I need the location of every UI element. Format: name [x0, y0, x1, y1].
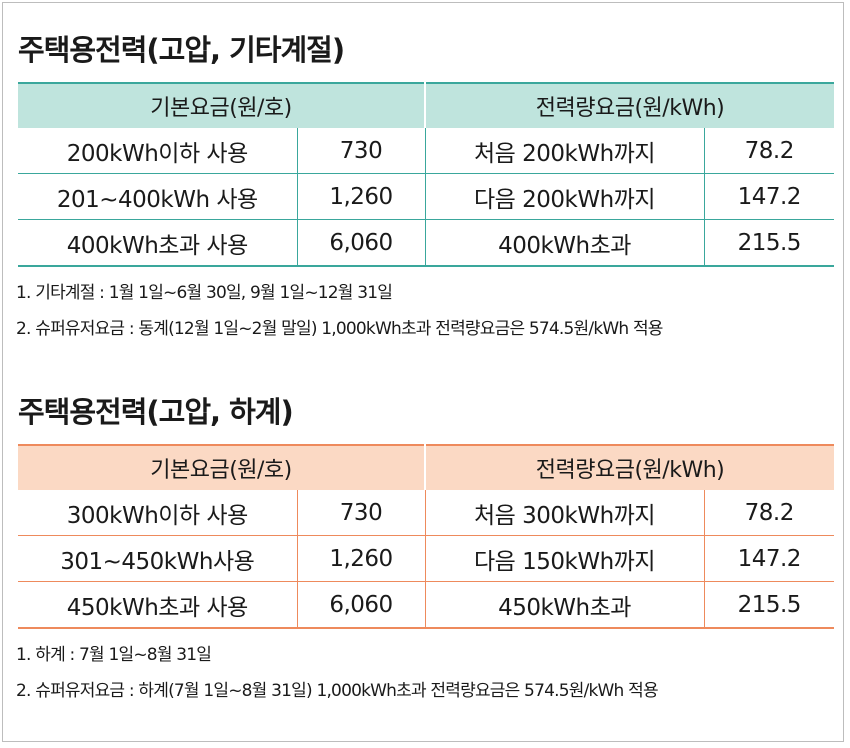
basic-value: 1,260 [296, 535, 425, 582]
header-basic-charge: 기본요금(원/호) [18, 445, 425, 490]
table-row: 450kWh초과 사용 6,060 450kWh초과 215.5 [18, 581, 834, 628]
energy-value: 78.2 [703, 490, 834, 536]
table-row: 301~450kWh사용 1,260 다음 150kWh까지 147.2 [18, 535, 834, 582]
note-item: 2. 슈퍼유저요금 : 동계(12월 1일~2월 말일) 1,000kWh초과 … [16, 319, 663, 339]
section-title: 주택용전력(고압, 하계) [18, 395, 294, 429]
basic-value: 730 [296, 490, 425, 536]
section-summer: 주택용전력(고압, 하계) 기본요금(원/호) 전력량요금(원/kWh) 300… [16, 390, 834, 709]
table-row: 200kWh이하 사용 730 처음 200kWh까지 78.2 [18, 128, 834, 174]
header-energy-charge: 전력량요금(원/kWh) [424, 445, 834, 490]
energy-value: 147.2 [703, 535, 834, 582]
note-item: 2. 슈퍼유저요금 : 하계(7월 1일~8월 31일) 1,000kWh초과 … [16, 681, 659, 701]
energy-label: 다음 200kWh까지 [424, 173, 704, 220]
energy-value: 215.5 [703, 581, 834, 628]
rate-table: 기본요금(원/호) 전력량요금(원/kWh) 300kWh이하 사용 730 처… [18, 444, 834, 629]
energy-label: 400kWh초과 [424, 219, 704, 266]
note-item: 1. 기타계절 : 1월 1일~6월 30일, 9월 1일~12월 31일 [16, 283, 393, 303]
basic-label: 400kWh초과 사용 [18, 219, 297, 266]
energy-label: 다음 150kWh까지 [424, 535, 704, 582]
energy-value: 147.2 [703, 173, 834, 220]
energy-label: 처음 200kWh까지 [424, 128, 704, 174]
basic-label: 301~450kWh사용 [18, 535, 297, 582]
basic-label: 200kWh이하 사용 [66, 140, 249, 167]
basic-label: 201~400kWh 사용 [18, 173, 297, 220]
page-frame [2, 2, 844, 742]
basic-value: 6,060 [296, 581, 425, 628]
energy-value: 78.2 [703, 128, 834, 174]
basic-label: 300kWh이하 사용 [66, 502, 249, 529]
energy-label: 450kWh초과 [424, 581, 704, 628]
table-header-row: 기본요금(원/호) 전력량요금(원/kWh) [18, 83, 834, 128]
basic-value: 6,060 [296, 219, 425, 266]
table-row: 300kWh이하 사용 730 처음 300kWh까지 78.2 [18, 490, 834, 536]
energy-value: 215.5 [703, 219, 834, 266]
basic-label: 450kWh초과 사용 [18, 581, 297, 628]
section-other-seasons: 주택용전력(고압, 기타계절) 기본요금(원/호) 전력량요금(원/kWh) 2… [16, 28, 834, 347]
basic-value: 730 [296, 128, 425, 174]
section-title: 주택용전력(고압, 기타계절) [18, 33, 345, 67]
energy-label: 처음 300kWh까지 [424, 490, 704, 536]
table-row: 400kWh초과 사용 6,060 400kWh초과 215.5 [18, 219, 834, 266]
note-item: 1. 하계 : 7월 1일~8월 31일 [16, 645, 212, 665]
basic-value: 1,260 [296, 173, 425, 220]
notes: 1. 기타계절 : 1월 1일~6월 30일, 9월 1일~12월 31일 2.… [16, 275, 834, 347]
notes: 1. 하계 : 7월 1일~8월 31일 2. 슈퍼유저요금 : 하계(7월 1… [16, 637, 834, 709]
header-basic-charge: 기본요금(원/호) [18, 83, 425, 128]
table-row: 201~400kWh 사용 1,260 다음 200kWh까지 147.2 [18, 173, 834, 220]
table-header-row: 기본요금(원/호) 전력량요금(원/kWh) [18, 445, 834, 490]
rate-table: 기본요금(원/호) 전력량요금(원/kWh) 200kWh이하 사용 730 처… [18, 82, 834, 267]
header-energy-charge: 전력량요금(원/kWh) [424, 83, 834, 128]
